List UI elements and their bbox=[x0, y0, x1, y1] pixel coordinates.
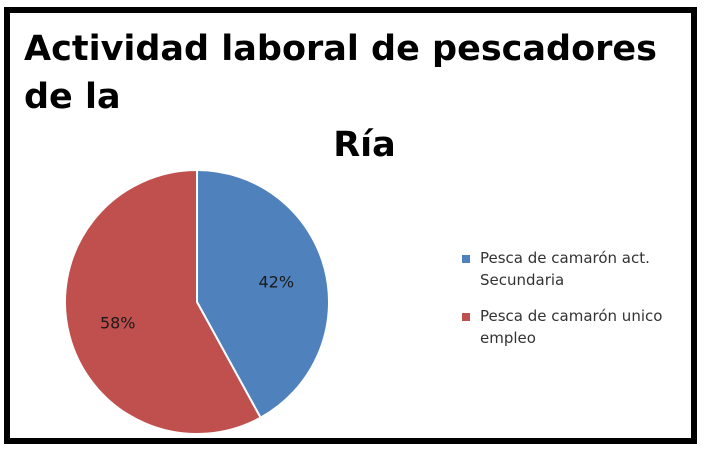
pie-slice-secundaria bbox=[196, 168, 330, 420]
pie-label-unico-empleo: 58% bbox=[100, 313, 136, 332]
chart-title: Actividad laboral de pescadores de la Rí… bbox=[10, 25, 691, 169]
legend-item-secundaria: Pesca de camarón act. Secundaria bbox=[460, 247, 691, 291]
chart-legend: Pesca de camarón act. Secundaria Pesca d… bbox=[460, 247, 691, 363]
legend-swatch-unico-empleo bbox=[462, 313, 470, 321]
chart-title-line-2: Ría bbox=[333, 125, 396, 165]
pie-chart: 42% 58% bbox=[63, 168, 330, 435]
chart-title-line-1: Actividad laboral de pescadores de la bbox=[24, 29, 657, 117]
legend-item-unico-empleo: Pesca de camarón unico empleo bbox=[460, 305, 691, 349]
legend-label-secundaria-line-1: Pesca de camarón act. bbox=[480, 249, 650, 267]
pie-label-secundaria: 42% bbox=[258, 273, 294, 292]
legend-label-unico-empleo-line-2: empleo bbox=[480, 329, 536, 347]
chart-frame: Actividad laboral de pescadores de la Rí… bbox=[4, 7, 697, 444]
legend-label-secundaria-line-2: Secundaria bbox=[480, 271, 565, 289]
pie-slices: 42% 58% bbox=[63, 168, 330, 435]
pie-slice-unico-empleo bbox=[63, 168, 262, 435]
legend-label-unico-empleo-line-1: Pesca de camarón unico bbox=[480, 307, 663, 325]
legend-swatch-secundaria bbox=[462, 255, 470, 263]
